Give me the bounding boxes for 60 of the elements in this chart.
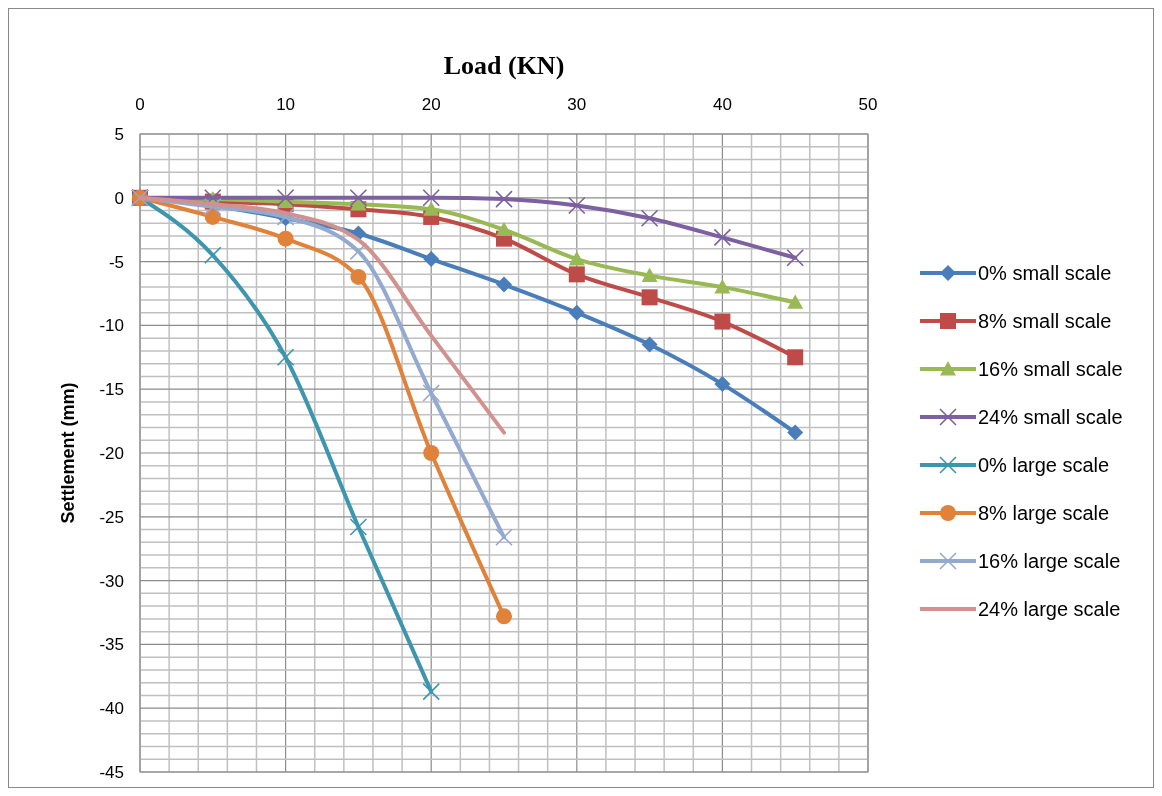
point	[568, 304, 585, 321]
point	[787, 349, 804, 366]
legend-label: 0% large scale	[978, 454, 1110, 476]
y-tick-label: -40	[99, 699, 124, 719]
x-tick-label: 40	[712, 95, 732, 114]
point	[714, 279, 731, 294]
point	[786, 248, 804, 267]
x-axis-title: Load (KN)	[443, 51, 565, 80]
legend-label: 16% large scale	[978, 550, 1121, 572]
point	[496, 276, 512, 293]
point	[496, 608, 512, 625]
point	[276, 348, 295, 367]
point	[714, 313, 731, 330]
y-tick-label: -10	[99, 316, 124, 336]
x-tick-label: 20	[421, 95, 441, 114]
legend-label: 24% small scale	[978, 406, 1123, 428]
point	[423, 445, 440, 461]
point	[787, 294, 804, 309]
point	[277, 230, 294, 247]
y-tick-label: 0	[114, 188, 124, 208]
point	[349, 189, 368, 207]
point	[713, 228, 732, 247]
point	[349, 518, 368, 536]
point	[350, 268, 367, 285]
y-tick-label: 5	[114, 125, 124, 144]
point	[641, 336, 658, 353]
point	[714, 376, 731, 393]
x-tick-label: 10	[276, 95, 296, 114]
point	[276, 189, 295, 207]
y-tick-label: -20	[99, 444, 124, 463]
point	[423, 201, 440, 216]
y-tick-label: -25	[99, 507, 124, 527]
point	[568, 251, 585, 266]
point	[568, 266, 585, 283]
point	[422, 682, 440, 701]
y-axis-title: Settlement (mm)	[58, 382, 78, 524]
y-tick-label: -35	[99, 635, 124, 655]
y-tick-label: -15	[99, 380, 124, 400]
y-tick-label: -5	[108, 252, 124, 272]
point	[422, 189, 440, 207]
point	[640, 209, 659, 228]
legend-label: 0% small scale	[978, 262, 1112, 284]
point	[641, 267, 658, 283]
point	[787, 424, 804, 441]
legend-label: 8% large scale	[978, 502, 1110, 524]
x-tick-label: 50	[858, 95, 878, 114]
legend-label: 8% small scale	[978, 310, 1112, 332]
point	[495, 528, 513, 547]
point	[568, 196, 586, 215]
point	[495, 190, 513, 208]
x-tick-label: 0	[135, 95, 145, 114]
point	[422, 384, 440, 402]
point	[423, 251, 440, 268]
point	[496, 221, 512, 237]
x-tick-label: 30	[567, 95, 587, 114]
legend-label: 24% large scale	[978, 598, 1121, 620]
y-tick-label: -30	[99, 571, 124, 591]
y-tick-label: -45	[99, 763, 124, 782]
legend-label: 16% small scale	[978, 358, 1123, 380]
point	[641, 289, 658, 306]
